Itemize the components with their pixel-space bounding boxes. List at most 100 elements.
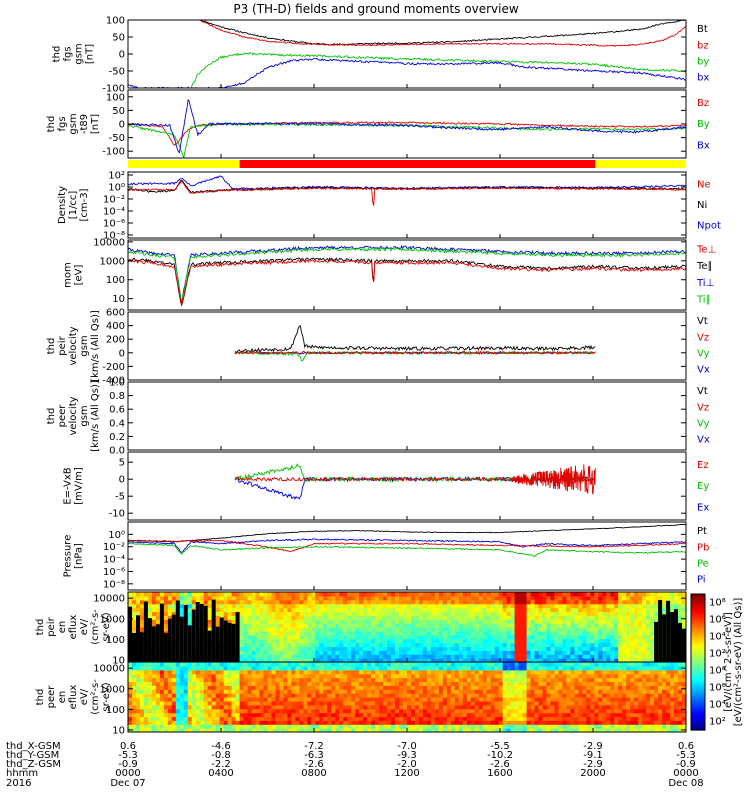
heatmap-cell xyxy=(395,677,400,683)
heatmap-cell xyxy=(255,704,261,710)
heatmap-cell xyxy=(502,607,508,613)
heatmap-cell xyxy=(478,704,484,710)
heatmap-cell xyxy=(419,627,424,632)
heatmap-cell xyxy=(271,662,277,667)
heatmap-cell xyxy=(199,665,205,671)
y-axis-label: peir xyxy=(57,335,68,355)
heatmap-fill-region xyxy=(136,615,141,662)
heatmap-cell xyxy=(167,720,173,725)
heatmap-cell xyxy=(434,708,440,714)
heatmap-cell xyxy=(295,677,300,683)
heatmap-cell xyxy=(506,595,512,601)
heatmap-cell xyxy=(399,658,404,662)
heatmap-cell xyxy=(554,658,560,662)
heatmap-cell xyxy=(586,619,591,624)
heatmap-cell xyxy=(155,697,161,702)
heatmap-cell xyxy=(167,697,173,702)
heatmap-cell xyxy=(586,700,591,706)
heatmap-cell xyxy=(363,685,368,690)
heatmap-cell xyxy=(267,704,273,710)
heatmap-cell xyxy=(140,708,145,714)
heatmap-cell xyxy=(454,630,460,636)
heatmap-cell xyxy=(594,720,599,725)
heatmap-cell xyxy=(654,619,659,624)
heatmap-cell xyxy=(259,619,265,624)
heatmap-cell xyxy=(446,630,452,636)
heatmap-cell xyxy=(391,720,396,725)
heatmap-cell xyxy=(403,611,408,616)
heatmap-cell xyxy=(159,673,165,679)
heatmap-cell xyxy=(614,638,619,644)
heatmap-cell xyxy=(562,681,567,686)
heatmap-cell xyxy=(243,662,249,667)
heatmap-cell xyxy=(546,712,552,718)
heatmap-cell xyxy=(526,627,532,632)
heatmap-cell xyxy=(295,642,300,648)
heatmap-cell xyxy=(199,662,205,667)
heatmap-cell xyxy=(482,630,488,636)
heatmap-cell xyxy=(518,697,524,702)
heatmap-cell xyxy=(490,599,496,605)
heatmap-cell xyxy=(167,685,173,690)
heatmap-cell xyxy=(207,623,213,628)
heatmap-cell xyxy=(514,700,520,706)
heatmap-cell xyxy=(526,728,532,732)
heatmap-cell xyxy=(383,716,388,721)
heatmap-cell xyxy=(163,592,169,597)
heatmap-cell xyxy=(634,654,639,659)
heatmap-cell xyxy=(422,615,428,620)
heatmap-cell xyxy=(136,689,141,694)
heatmap-cell xyxy=(231,611,237,616)
heatmap-cell xyxy=(510,619,516,624)
heatmap-cell xyxy=(538,716,544,721)
heatmap-cell xyxy=(494,681,500,686)
heatmap-cell xyxy=(582,708,587,714)
heatmap-cell xyxy=(670,599,675,605)
heatmap-cell xyxy=(219,697,225,702)
heatmap-fill-region xyxy=(195,602,201,662)
heatmap-cell xyxy=(562,716,567,721)
heatmap-cell xyxy=(136,708,141,714)
heatmap-cell xyxy=(355,662,360,667)
heatmap-cell xyxy=(482,693,488,698)
heatmap-cell xyxy=(407,728,412,732)
heatmap-cell xyxy=(251,700,257,706)
heatmap-cell xyxy=(486,607,492,613)
legend-entry-Ti∥: Ti∥ xyxy=(696,295,711,306)
heatmap-cell xyxy=(594,728,599,732)
heatmap-cell xyxy=(251,720,257,725)
heatmap-cell xyxy=(446,724,452,729)
heatmap-cell xyxy=(474,623,480,628)
heatmap-cell xyxy=(419,630,424,636)
heatmap-cell xyxy=(582,642,587,648)
y-tick-label: 10² xyxy=(108,171,125,182)
heatmap-cell xyxy=(367,662,372,667)
heatmap-cell xyxy=(514,677,520,683)
heatmap-cell xyxy=(355,704,360,710)
heatmap-cell xyxy=(231,595,237,601)
heatmap-cell xyxy=(315,595,320,601)
heatmap-cell xyxy=(598,646,603,651)
heatmap-cell xyxy=(227,704,233,710)
heatmap-cell xyxy=(630,619,635,624)
heatmap-cell xyxy=(291,642,296,648)
heatmap-cell xyxy=(530,697,536,702)
heatmap-cell xyxy=(391,623,396,628)
heatmap-cell xyxy=(179,592,185,597)
heatmap-cell xyxy=(267,708,273,714)
heatmap-cell xyxy=(574,634,579,640)
heatmap-cell xyxy=(195,704,201,710)
heatmap-cell xyxy=(223,669,229,675)
heatmap-cell xyxy=(299,681,304,686)
heatmap-cell xyxy=(295,681,300,686)
heatmap-cell xyxy=(430,611,436,616)
heatmap-cell xyxy=(375,681,380,686)
heatmap-cell xyxy=(383,720,388,725)
heatmap-cell xyxy=(415,658,420,662)
heatmap-cell xyxy=(403,646,408,651)
heatmap-cell xyxy=(159,592,165,597)
heatmap-cell xyxy=(179,677,185,683)
heatmap-cell xyxy=(411,708,416,714)
heatmap-cell xyxy=(279,716,285,721)
heatmap-cell xyxy=(606,646,611,651)
